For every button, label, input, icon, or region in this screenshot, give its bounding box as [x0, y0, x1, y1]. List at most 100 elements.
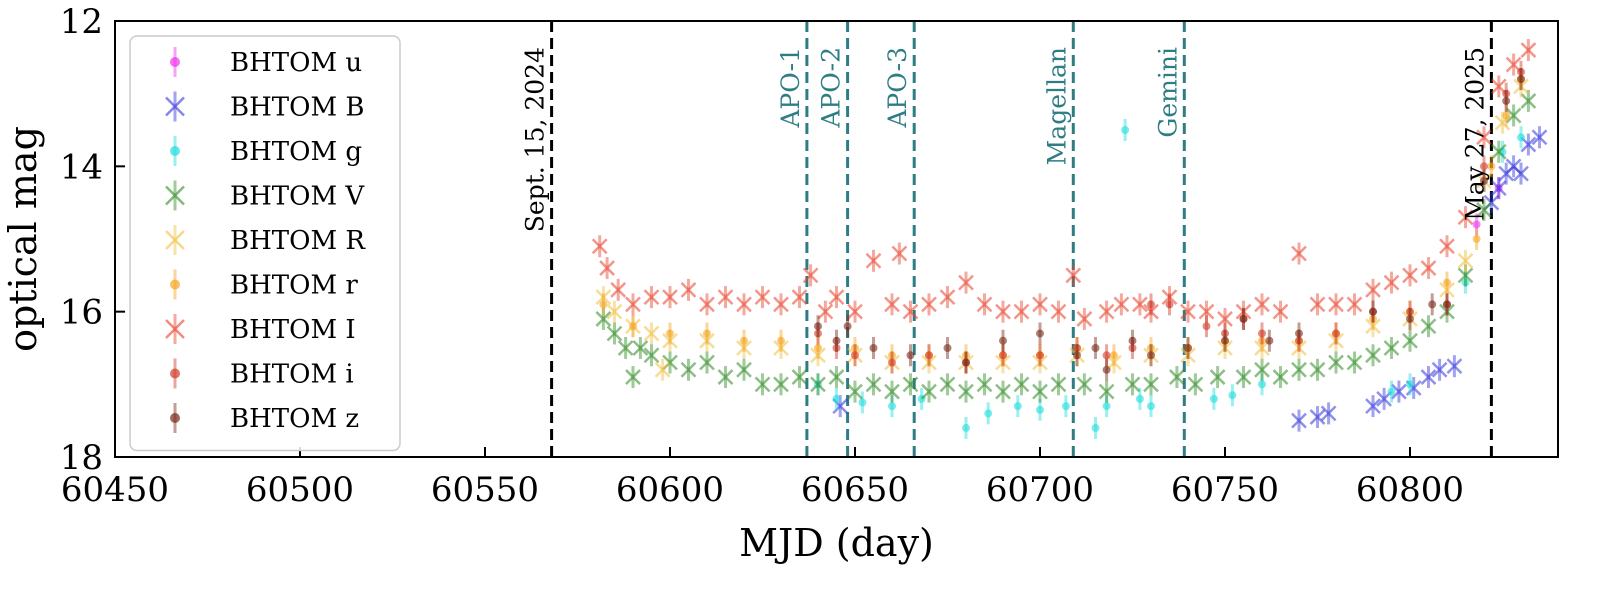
point-bhtom-z-3 [869, 344, 878, 352]
point-bhtom-r-24 [1472, 235, 1481, 243]
point-bhtom-i-51 [1457, 209, 1474, 226]
point-bhtom-r-21 [1369, 314, 1377, 323]
point-bhtom-v-5 [643, 347, 660, 364]
point-bhtom-g-12 [1121, 126, 1130, 134]
legend-label-bhtom-i: BHTOM I [230, 315, 356, 345]
legend-label-bhtom-r: BHTOM R [230, 226, 366, 256]
legend-marker-bhtom-i [170, 368, 180, 379]
series-bhtom-z [814, 68, 1525, 381]
point-bhtom-v-28 [1076, 376, 1093, 393]
point-bhtom-v-44 [1402, 332, 1418, 349]
point-bhtom-i-27 [1032, 296, 1048, 313]
vertical-line-labels: Sept. 15, 2024 APO-1 APO-2 APO-3 Magellan Gem… [521, 47, 1490, 232]
point-bhtom-g-1 [832, 394, 841, 403]
point-bhtom-z-10 [1091, 344, 1100, 352]
point-bhtom-r-8 [773, 340, 789, 356]
legend-marker-bhtom-i [165, 319, 185, 339]
point-bhtom-i-10 [754, 289, 771, 306]
point-bhtom-v-50 [1505, 107, 1522, 124]
point-bhtom-v-40 [1328, 354, 1344, 371]
point-bhtom-i-7 [699, 296, 715, 313]
point-bhtom-v-10 [736, 361, 752, 378]
point-bhtom-g-8 [1036, 405, 1044, 414]
point-bhtom-r-6 [699, 332, 715, 349]
point-bhtom-r-20 [1217, 340, 1233, 356]
point-bhtom-v-30 [1124, 376, 1141, 393]
point-bhtom-v-36 [1254, 361, 1270, 378]
point-bhtom-i-45 [1346, 296, 1363, 313]
point-bhtom-i-14 [817, 303, 834, 320]
y-axis-title: optical mag [1, 126, 45, 352]
point-bhtom-z-0 [814, 322, 822, 331]
point-bhtom-v-19 [902, 376, 919, 393]
point-bhtom-v-22 [958, 383, 974, 400]
point-bhtom-v-49 [1490, 143, 1507, 160]
point-bhtom-b-10 [1446, 358, 1463, 375]
point-bhtom-z-8 [1036, 329, 1044, 338]
point-bhtom-z-23 [1480, 176, 1488, 185]
legend-marker-bhtom-v [165, 185, 185, 206]
series-bhtom-i [591, 39, 1537, 330]
point-bhtom-v-32 [1169, 369, 1185, 385]
point-bhtom-v-11 [754, 376, 771, 393]
x-tick-label-60500: 60500 [246, 470, 354, 510]
y-tick-label-12: 12 [60, 2, 103, 42]
point-bhtom-r-30 [1513, 78, 1529, 95]
point-bhtom-v-48 [1476, 202, 1492, 218]
point-bhtom-i-23 [1502, 89, 1511, 98]
point-bhtom-i-8 [717, 289, 734, 306]
point-bhtom-g-9 [1061, 402, 1070, 411]
point-bhtom-i-24 [976, 296, 993, 313]
point-bhtom-v-41 [1346, 354, 1363, 371]
point-bhtom-z-4 [906, 351, 915, 360]
legend-label-bhtom-i: BHTOM i [230, 360, 354, 390]
point-bhtom-i-4 [925, 351, 933, 360]
axes: 60450 60500 60550 60600 60650 60700 60750 60800… [60, 2, 1559, 510]
point-bhtom-i-34 [1143, 303, 1159, 320]
point-bhtom-i-1 [832, 344, 841, 352]
point-bhtom-i-1 [599, 260, 615, 276]
point-bhtom-z-19 [1369, 307, 1377, 316]
point-bhtom-r-4 [740, 336, 748, 345]
point-bhtom-i-13 [1202, 322, 1211, 331]
point-bhtom-r-5 [662, 332, 678, 349]
point-bhtom-i-49 [1420, 260, 1437, 276]
point-bhtom-i-11 [1147, 300, 1155, 309]
point-bhtom-r-10 [962, 351, 970, 360]
legend: BHTOM u BHTOM B BHTOM g BHTOM V BHTOM R BHTOM… [129, 35, 401, 452]
point-bhtom-r-19 [1180, 347, 1196, 364]
legend-entry-bhtom-i: BHTOM i [170, 358, 354, 390]
point-bhtom-b-17 [1531, 129, 1548, 146]
point-bhtom-i-39 [1235, 303, 1252, 320]
legend-entry-bhtom-b: BHTOM B [165, 91, 364, 123]
point-bhtom-g-5 [962, 423, 970, 432]
point-bhtom-g-19 [1406, 380, 1414, 389]
point-bhtom-b-9 [1431, 361, 1448, 378]
point-bhtom-g-16 [1228, 391, 1237, 400]
point-bhtom-g-14 [1147, 402, 1155, 411]
point-bhtom-r-26 [1502, 111, 1511, 120]
point-bhtom-v-39 [1309, 361, 1326, 378]
point-bhtom-z-12 [1128, 336, 1137, 345]
point-bhtom-z-18 [1295, 329, 1303, 338]
legend-marker-bhtom-r [165, 230, 185, 250]
y-tick-label-18: 18 [60, 438, 103, 478]
point-bhtom-r-3 [643, 325, 660, 342]
legend-label-bhtom-r: BHTOM r [230, 271, 358, 301]
point-bhtom-i-10 [1128, 344, 1137, 352]
point-bhtom-v-4 [632, 340, 649, 356]
point-bhtom-i-11 [773, 296, 789, 313]
point-bhtom-i-21 [921, 296, 937, 313]
legend-marker-bhtom-b [165, 96, 185, 117]
point-bhtom-v-8 [699, 354, 715, 371]
point-bhtom-z-14 [1184, 344, 1192, 352]
point-bhtom-z-22 [1443, 300, 1451, 309]
point-bhtom-i-17 [865, 252, 882, 269]
point-bhtom-v-45 [1420, 318, 1437, 335]
point-bhtom-g-11 [1102, 402, 1111, 411]
point-bhtom-i-42 [1291, 245, 1307, 262]
point-bhtom-g-17 [1258, 380, 1266, 389]
point-bhtom-b-4 [1365, 398, 1381, 415]
point-bhtom-v-29 [1098, 383, 1115, 400]
